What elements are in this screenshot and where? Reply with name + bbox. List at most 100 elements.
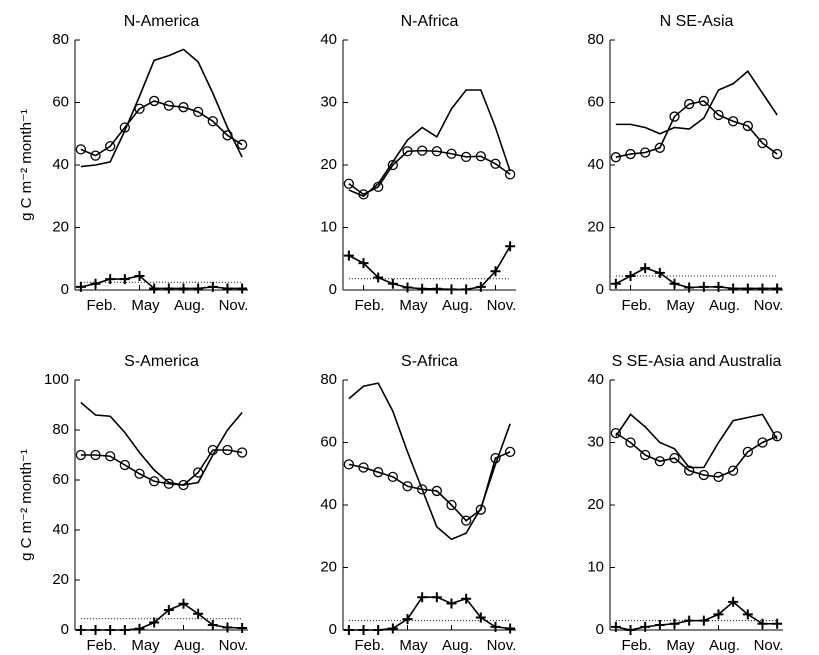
panel: S-Africa 0 20 40 60 80 Feb. May Aug. Nov. — [320, 353, 516, 654]
circle-marker — [207, 444, 218, 456]
plus-marker — [475, 612, 486, 623]
plus-marker — [105, 625, 116, 635]
circle-marker — [358, 189, 369, 200]
plus-marker — [134, 270, 145, 281]
plus-marker — [757, 618, 768, 629]
y-tick-label: 0 — [596, 281, 604, 298]
y-tick-label: 40 — [52, 521, 69, 538]
x-tick-label: Nov. — [487, 637, 517, 654]
plus-marker — [119, 274, 130, 285]
plus-marker — [417, 283, 428, 294]
circle-marker — [698, 469, 709, 481]
series-line — [615, 100, 778, 158]
y-tick-label: 40 — [320, 496, 337, 513]
plus-marker — [343, 625, 354, 635]
plus-marker — [772, 618, 783, 629]
plus-marker — [640, 263, 651, 274]
plus-marker — [684, 615, 695, 626]
circle-marker — [163, 100, 174, 111]
circle-marker — [771, 431, 783, 442]
panel: S SE-Asia and Australia 0 10 20 30 40 Feb. May A… — [587, 353, 783, 654]
plus-marker — [178, 598, 189, 609]
circle-marker — [728, 465, 739, 476]
circle-marker — [358, 462, 369, 473]
circle-marker — [222, 444, 233, 456]
circle-marker — [105, 141, 116, 152]
panel-title: N-Africa — [401, 13, 459, 30]
x-tick-label: Aug. — [174, 637, 205, 654]
y-tick-label: 20 — [52, 571, 69, 588]
circle-marker — [669, 452, 680, 464]
x-tick-label: Feb. — [355, 297, 385, 314]
series-line — [80, 602, 243, 631]
series-line — [348, 451, 511, 522]
circle-marker — [684, 98, 695, 110]
circle-marker — [75, 144, 87, 155]
x-tick-label: May — [399, 297, 428, 314]
y-tick-label: 0 — [596, 621, 604, 638]
circle-marker — [742, 120, 753, 132]
x-tick-label: Aug. — [709, 637, 740, 654]
circle-marker — [343, 178, 355, 189]
panel-title: S SE-Asia and Australia — [612, 353, 782, 370]
series-line — [348, 382, 511, 541]
y-tick-label: 0 — [61, 621, 69, 638]
circle-marker — [75, 449, 87, 461]
panel-title: N SE-Asia — [660, 13, 734, 30]
plus-marker — [698, 615, 709, 626]
circle-marker — [475, 151, 486, 162]
plus-marker — [610, 621, 621, 632]
x-tick-label: May — [666, 637, 695, 654]
plus-marker — [207, 620, 218, 630]
series-line — [348, 149, 511, 196]
circle-marker — [504, 446, 516, 458]
plus-marker — [742, 283, 753, 294]
y-tick-label: 0 — [329, 281, 337, 298]
series-line — [615, 413, 778, 469]
x-tick-label: Nov. — [487, 297, 517, 314]
y-tick-label: 40 — [587, 156, 604, 173]
plus-marker — [343, 250, 354, 261]
plus-marker — [698, 281, 709, 292]
series-line — [80, 449, 243, 486]
circle-marker — [757, 437, 768, 448]
series-line — [80, 100, 243, 157]
circle-marker — [373, 181, 384, 193]
x-tick-label: Feb. — [87, 637, 117, 654]
plus-marker — [669, 278, 680, 289]
x-tick-label: Aug. — [442, 637, 473, 654]
circle-marker — [105, 451, 116, 462]
circle-marker — [402, 146, 413, 157]
circle-marker — [431, 146, 442, 157]
y-tick-label: 20 — [320, 156, 337, 173]
series-line — [80, 48, 243, 168]
plus-marker — [163, 283, 174, 294]
circle-marker — [236, 447, 248, 458]
series-line — [615, 600, 778, 631]
plus-marker — [207, 281, 218, 292]
series-line — [615, 70, 778, 135]
plus-marker — [431, 283, 442, 294]
y-tick-label: 60 — [52, 471, 69, 488]
plus-marker — [640, 621, 651, 632]
plus-marker — [625, 625, 636, 635]
circle-marker — [771, 148, 783, 160]
plus-marker — [446, 284, 457, 295]
circle-marker — [757, 137, 768, 149]
x-tick-label: May — [131, 637, 160, 654]
series-line — [80, 401, 243, 486]
circle-marker — [387, 471, 398, 483]
x-tick-label: Aug. — [442, 297, 473, 314]
y-tick-label: 20 — [587, 496, 604, 513]
y-tick-label: 20 — [52, 218, 69, 235]
circle-marker — [684, 465, 695, 476]
x-tick-label: Aug. — [709, 297, 740, 314]
plus-marker — [193, 283, 204, 294]
circle-marker — [446, 148, 457, 159]
plus-marker — [654, 267, 665, 278]
y-tick-label: 20 — [320, 558, 337, 575]
circle-marker — [431, 485, 442, 497]
circle-marker — [742, 446, 753, 458]
plus-marker — [505, 241, 516, 252]
